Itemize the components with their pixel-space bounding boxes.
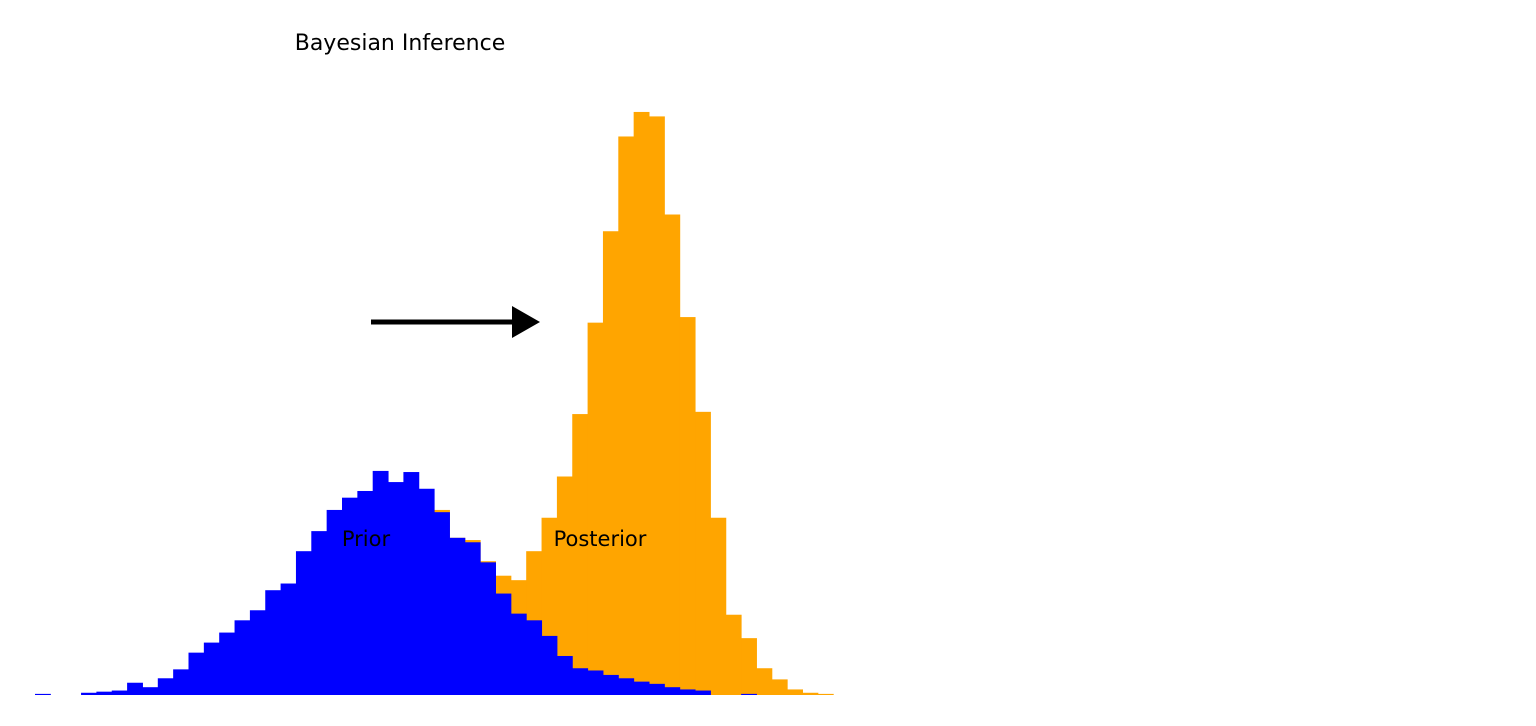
prior-bar xyxy=(464,542,481,695)
posterior-bar xyxy=(664,214,681,695)
posterior-bar xyxy=(771,679,788,695)
posterior-bar xyxy=(633,111,650,695)
prior-bar xyxy=(35,693,51,695)
posterior-bar xyxy=(679,317,696,695)
prior-series xyxy=(35,470,757,695)
prior-bar xyxy=(602,674,619,695)
posterior-bar xyxy=(695,411,711,695)
prior-bar xyxy=(618,678,635,695)
prior-bar xyxy=(96,691,113,695)
prior-bar xyxy=(311,531,328,695)
posterior-bar xyxy=(817,693,834,695)
prior-bar xyxy=(357,490,374,695)
prior-bar xyxy=(418,488,435,695)
prior-bar xyxy=(556,655,573,695)
posterior-bar xyxy=(572,414,589,695)
posterior-bar xyxy=(587,322,604,695)
prior-bar xyxy=(741,693,757,695)
posterior-bar xyxy=(710,517,727,695)
prior-bar xyxy=(219,632,236,695)
prior-bar xyxy=(249,610,266,695)
prior-bar xyxy=(434,512,450,695)
prior-bar xyxy=(203,642,220,695)
chart-title: Bayesian Inference xyxy=(295,31,506,56)
prior-bar xyxy=(173,669,189,695)
prior-bar xyxy=(142,687,159,695)
prior-bar xyxy=(633,681,650,695)
prior-bar xyxy=(679,689,696,695)
prior-bar xyxy=(695,690,711,695)
arrow-head-icon xyxy=(512,306,540,338)
posterior-bar xyxy=(556,476,573,695)
prior-label: Prior xyxy=(342,527,391,551)
prior-bar xyxy=(234,620,251,695)
prior-bar xyxy=(403,472,420,695)
annotations: Prior Posterior xyxy=(342,306,647,551)
prior-bar xyxy=(664,687,681,695)
prior-bar xyxy=(81,692,97,695)
prior-bar xyxy=(188,652,205,695)
prior-bar xyxy=(295,551,312,695)
prior-bar xyxy=(449,537,466,695)
posterior-bar xyxy=(802,692,819,695)
prior-bar xyxy=(388,482,404,695)
prior-bar xyxy=(157,678,174,695)
prior-bar xyxy=(342,497,358,695)
posterior-bar xyxy=(602,231,619,696)
posterior-bar xyxy=(649,116,665,695)
prior-bar xyxy=(127,682,143,695)
prior-bar xyxy=(649,683,665,695)
prior-bar xyxy=(526,620,543,695)
prior-bar xyxy=(572,668,589,695)
prior-bar xyxy=(480,562,496,695)
posterior-label: Posterior xyxy=(554,527,647,551)
posterior-bar xyxy=(787,689,803,695)
posterior-bar xyxy=(618,136,635,696)
posterior-bar xyxy=(725,614,742,695)
prior-bar xyxy=(280,583,297,695)
posterior-bar xyxy=(741,638,757,695)
prior-bar xyxy=(510,613,527,695)
prior-bar xyxy=(587,670,604,695)
prior-bar xyxy=(265,590,282,695)
prior-bar xyxy=(111,690,128,695)
prior-bar xyxy=(541,635,558,695)
posterior-bar xyxy=(756,668,773,695)
prior-bar xyxy=(495,593,512,695)
prior-bar xyxy=(326,509,343,695)
prior-bar xyxy=(372,470,389,695)
